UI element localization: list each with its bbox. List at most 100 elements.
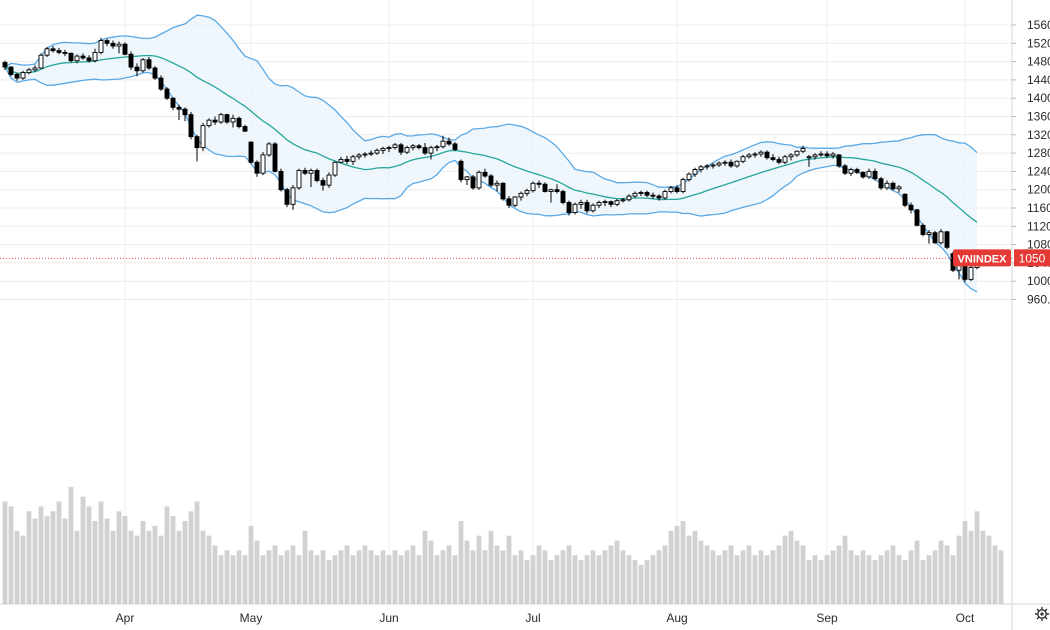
- candle-down[interactable]: [656, 194, 662, 201]
- candle-up[interactable]: [662, 189, 668, 200]
- candle-up[interactable]: [626, 194, 632, 202]
- candle-down[interactable]: [62, 49, 68, 57]
- candle-up[interactable]: [230, 114, 236, 128]
- candle-down[interactable]: [194, 134, 200, 162]
- candle-down[interactable]: [644, 190, 650, 198]
- candle-up[interactable]: [44, 46, 50, 58]
- candle-down[interactable]: [776, 156, 782, 165]
- candle-down[interactable]: [536, 180, 542, 188]
- candle-down[interactable]: [872, 168, 878, 181]
- candle-down[interactable]: [134, 63, 140, 77]
- candle-down[interactable]: [248, 141, 254, 165]
- candle-up[interactable]: [620, 197, 626, 203]
- candle-up[interactable]: [26, 68, 32, 75]
- candle-down[interactable]: [860, 171, 866, 179]
- candle-up[interactable]: [590, 203, 596, 213]
- candle-up[interactable]: [206, 118, 212, 128]
- candle-up[interactable]: [266, 142, 272, 157]
- candle-down[interactable]: [170, 97, 176, 111]
- candle-down[interactable]: [560, 189, 566, 205]
- candle-up[interactable]: [350, 154, 356, 165]
- candle-up[interactable]: [704, 164, 710, 170]
- candle-down[interactable]: [770, 154, 776, 162]
- candle-up[interactable]: [200, 122, 206, 152]
- candle-up[interactable]: [518, 191, 524, 201]
- candle-down[interactable]: [458, 159, 464, 183]
- candle-up[interactable]: [740, 154, 746, 164]
- candle-up[interactable]: [260, 152, 266, 176]
- gear-icon[interactable]: [1034, 606, 1050, 622]
- candle-down[interactable]: [566, 200, 572, 216]
- candle-up[interactable]: [332, 161, 338, 177]
- candle-down[interactable]: [56, 47, 62, 55]
- candle-down[interactable]: [914, 208, 920, 227]
- candle-down[interactable]: [272, 142, 278, 173]
- candle-up[interactable]: [638, 190, 644, 197]
- candle-down[interactable]: [908, 202, 914, 214]
- candle-down[interactable]: [446, 137, 452, 146]
- candle-up[interactable]: [374, 148, 380, 155]
- candle-down[interactable]: [158, 75, 164, 91]
- candle-down[interactable]: [488, 174, 494, 187]
- candle-up[interactable]: [404, 145, 410, 155]
- candle-down[interactable]: [128, 51, 134, 70]
- candle-down[interactable]: [500, 182, 506, 201]
- time-axis[interactable]: Apr May Jun Jul Aug Sep Oct: [116, 611, 975, 625]
- candle-up[interactable]: [464, 175, 470, 186]
- candle-down[interactable]: [854, 167, 860, 175]
- price-axis[interactable]: 960.010001040108011201160120012401280132…: [1012, 18, 1050, 307]
- candle-up[interactable]: [698, 164, 704, 173]
- candle-down[interactable]: [68, 52, 74, 63]
- candle-up[interactable]: [368, 150, 374, 156]
- candle-down[interactable]: [422, 143, 428, 155]
- candle-down[interactable]: [728, 159, 734, 168]
- candle-down[interactable]: [542, 182, 548, 193]
- candle-down[interactable]: [416, 143, 422, 150]
- candle-down[interactable]: [764, 150, 770, 160]
- candle-up[interactable]: [476, 170, 482, 190]
- candle-up[interactable]: [830, 152, 836, 159]
- candle-down[interactable]: [2, 60, 8, 70]
- candle-up[interactable]: [512, 196, 518, 208]
- candles[interactable]: [2, 37, 980, 283]
- candle-down[interactable]: [236, 116, 242, 129]
- candle-up[interactable]: [818, 151, 824, 157]
- candle-down[interactable]: [584, 199, 590, 214]
- candle-up[interactable]: [614, 198, 620, 207]
- candle-down[interactable]: [674, 185, 680, 194]
- candle-up[interactable]: [74, 54, 80, 64]
- candle-down[interactable]: [344, 155, 350, 165]
- candle-down[interactable]: [482, 168, 488, 178]
- candle-up[interactable]: [308, 168, 314, 187]
- candle-up[interactable]: [362, 152, 368, 158]
- candle-down[interactable]: [254, 160, 260, 177]
- candle-up[interactable]: [752, 152, 758, 158]
- candle-up[interactable]: [884, 180, 890, 190]
- candle-down[interactable]: [212, 116, 218, 125]
- candle-up[interactable]: [440, 135, 446, 149]
- candle-down[interactable]: [962, 264, 968, 283]
- candle-down[interactable]: [320, 177, 326, 191]
- candle-up[interactable]: [434, 144, 440, 152]
- candle-up[interactable]: [806, 154, 812, 167]
- candle-up[interactable]: [296, 168, 302, 190]
- candle-down[interactable]: [284, 187, 290, 208]
- candle-up[interactable]: [782, 154, 788, 165]
- candle-up[interactable]: [92, 48, 98, 63]
- candle-up[interactable]: [938, 229, 944, 245]
- candle-down[interactable]: [50, 46, 56, 53]
- candle-down[interactable]: [650, 192, 656, 199]
- candle-up[interactable]: [218, 112, 224, 124]
- candle-down[interactable]: [506, 196, 512, 208]
- candle-up[interactable]: [800, 145, 806, 154]
- candle-down[interactable]: [902, 193, 908, 208]
- candle-up[interactable]: [926, 229, 932, 244]
- candle-up[interactable]: [290, 185, 296, 210]
- candle-down[interactable]: [944, 230, 950, 250]
- candle-up[interactable]: [602, 199, 608, 207]
- candle-up[interactable]: [380, 146, 386, 155]
- candle-up[interactable]: [338, 156, 344, 164]
- candle-down[interactable]: [878, 176, 884, 190]
- candle-up[interactable]: [848, 167, 854, 176]
